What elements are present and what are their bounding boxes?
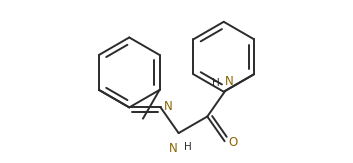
Text: O: O	[229, 136, 238, 149]
Text: N: N	[169, 142, 178, 155]
Text: H: H	[211, 78, 219, 88]
Text: N: N	[225, 75, 233, 88]
Text: H: H	[184, 142, 192, 152]
Text: N: N	[164, 100, 173, 113]
